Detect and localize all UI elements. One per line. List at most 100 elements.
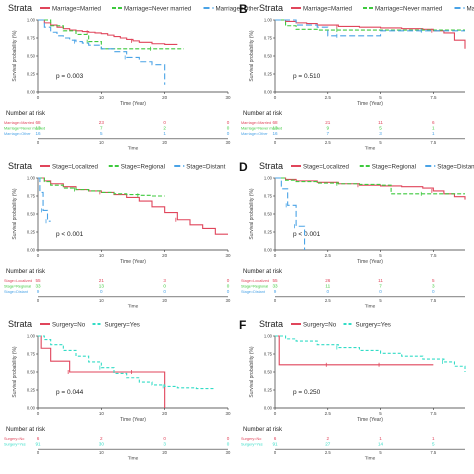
x-tick-label: 0	[274, 95, 277, 100]
km-curve-2	[38, 19, 184, 50]
risk-value: 1	[432, 126, 435, 131]
y-axis-label: Survival probability (%)	[249, 188, 255, 239]
risk-value: 2	[100, 436, 103, 441]
risk-value: 16	[272, 131, 278, 136]
x-tick-label: 0	[37, 253, 40, 258]
risk-tick-label: 0	[274, 298, 277, 303]
km-curve-2	[38, 335, 216, 390]
risk-value: 0	[227, 442, 230, 447]
x-tick-label: 0	[274, 253, 277, 258]
risk-value: 5	[432, 278, 435, 283]
risk-value: 14	[378, 442, 384, 447]
risk-row-label: Marriage=Other	[4, 132, 31, 136]
y-tick-label: 0.00	[27, 406, 36, 411]
legend-title: Strata	[8, 3, 32, 13]
risk-time-label: Time	[365, 145, 376, 151]
p-value: p = 0.250	[293, 389, 321, 396]
legend-entry: Stage=Regional	[372, 164, 416, 171]
km-curve-2	[275, 177, 465, 195]
x-tick-label: 7.5	[430, 411, 437, 416]
y-tick-label: 0.50	[264, 370, 273, 375]
km-curve-1	[38, 19, 178, 46]
panel-1: Strata Marriage=Married Marriage=Never mar…	[4, 3, 259, 151]
risk-tick-label: 0	[37, 140, 40, 145]
y-tick-label: 0.75	[27, 36, 36, 41]
y-tick-label: 1.00	[27, 176, 36, 181]
risk-value: 0	[227, 284, 230, 289]
x-tick-label: 20	[162, 253, 168, 258]
risk-row-label: Stage=Localized	[241, 279, 269, 283]
risk-value: 30	[99, 442, 105, 447]
legend-entry: Stage=Distant	[186, 164, 225, 171]
x-tick-label: 20	[162, 95, 168, 100]
risk-row-label: Marriage=Other	[241, 132, 268, 136]
risk-value: 11	[378, 120, 383, 125]
risk-value: 55	[272, 278, 278, 283]
x-tick-label: 30	[225, 253, 231, 258]
legend-entry: Surgery=No	[52, 322, 86, 329]
risk-value: 3	[379, 131, 382, 136]
legend-entry: Marriage=Other	[467, 6, 474, 13]
y-tick-label: 0.50	[264, 54, 273, 59]
y-tick-label: 0.00	[264, 90, 273, 95]
km-curve-3	[275, 177, 306, 250]
legend-entry: Stage=Regional	[121, 164, 165, 171]
risk-value: 7	[379, 284, 382, 289]
risk-time-label: Time	[365, 303, 376, 309]
risk-row-label: Stage=Regional	[241, 285, 268, 289]
y-tick-label: 0.75	[264, 194, 273, 199]
x-tick-label: 2.5	[325, 95, 332, 100]
risk-value: 1	[432, 436, 435, 441]
risk-value: 6	[274, 436, 277, 441]
y-tick-label: 1.00	[264, 334, 273, 339]
km-curve-3	[38, 19, 166, 85]
y-tick-label: 1.00	[27, 18, 36, 23]
risk-value: 13	[272, 126, 278, 131]
risk-value: 9	[326, 126, 329, 131]
risk-tick-label: 10	[99, 450, 104, 455]
risk-table-title: Number at risk	[243, 111, 283, 117]
risk-tick-label: 5	[379, 450, 382, 455]
risk-tick-label: 0	[37, 450, 40, 455]
legend-title: Strata	[259, 319, 283, 329]
y-tick-label: 0.75	[264, 36, 273, 41]
y-axis-label: Survival probability (%)	[12, 188, 18, 239]
risk-row-label: Marriage=Never married	[4, 127, 45, 131]
risk-value: 2	[326, 436, 329, 441]
x-tick-label: 5	[379, 253, 382, 258]
y-axis-label: Survival probability (%)	[249, 30, 255, 81]
panel-letter: B	[239, 2, 248, 16]
risk-value: 33	[272, 284, 278, 289]
km-curve-2	[275, 19, 465, 31]
km-curve-1	[275, 19, 466, 49]
x-tick-label: 5	[379, 95, 382, 100]
p-value: p < 0.001	[56, 231, 84, 238]
risk-value: 91	[272, 442, 278, 447]
risk-tick-label: 20	[162, 140, 167, 145]
km-curve-1	[275, 335, 434, 366]
risk-value: 0	[163, 284, 166, 289]
panel-3: Strata Stage=Localized Stage=Regional Stage…	[4, 161, 231, 309]
risk-time-label: Time	[128, 303, 139, 309]
risk-value: 91	[35, 442, 41, 447]
risk-tick-label: 10	[99, 298, 104, 303]
x-tick-label: 7.5	[430, 95, 437, 100]
x-axis-label: Time (Year)	[120, 417, 146, 423]
risk-tick-label: 2.5	[325, 450, 331, 455]
risk-value: 13	[99, 284, 105, 289]
y-tick-label: 0.00	[27, 90, 36, 95]
x-axis-label: Time (Year)	[120, 259, 146, 265]
km-curve-1	[38, 335, 166, 408]
risk-value: 0	[379, 289, 382, 294]
x-tick-label: 2.5	[325, 411, 332, 416]
y-tick-label: 0.50	[27, 212, 36, 217]
x-tick-label: 10	[99, 253, 105, 258]
y-tick-label: 0.00	[264, 406, 273, 411]
x-tick-label: 0	[274, 411, 277, 416]
x-tick-label: 5	[379, 411, 382, 416]
km-curve-2	[38, 177, 165, 197]
p-value: p < 0.001	[293, 231, 321, 238]
risk-table-title: Number at risk	[6, 111, 46, 117]
risk-value: 21	[325, 120, 331, 125]
y-tick-label: 0.25	[264, 72, 273, 77]
